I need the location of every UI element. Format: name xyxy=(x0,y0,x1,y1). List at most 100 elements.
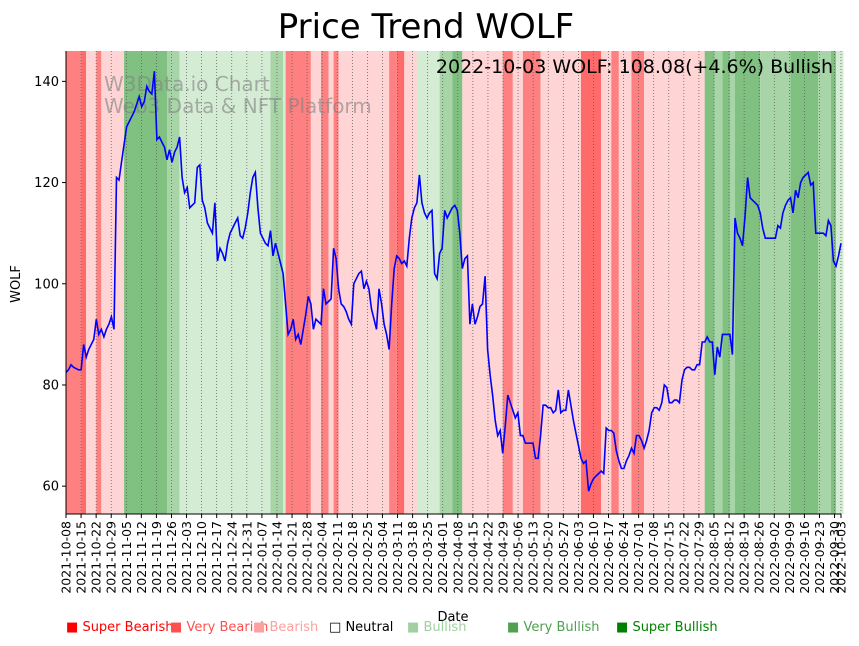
legend-bearish: ■ Bearish xyxy=(253,620,319,635)
x-tick-label: 2022-08-26 xyxy=(752,521,767,594)
x-tick-label: 2022-01-14 xyxy=(269,521,284,594)
x-tick-label: 2021-10-15 xyxy=(74,521,89,594)
legend-very-bearish: ■ Very Bearish xyxy=(170,620,269,635)
y-tick-label: 80 xyxy=(42,378,59,393)
legend-super-bearish: ■ Super Bearish xyxy=(66,620,174,635)
x-tick-label: 2022-08-05 xyxy=(706,521,721,594)
regime-band xyxy=(631,51,645,514)
axes xyxy=(65,51,841,515)
x-tick-label: 2022-09-09 xyxy=(782,521,797,594)
x-tick-label: 2022-09-30 xyxy=(827,521,842,594)
regime-bands xyxy=(66,51,844,514)
x-tick-label: 2021-11-12 xyxy=(134,521,149,594)
x-tick-label: 2022-03-25 xyxy=(420,521,435,594)
regime-band xyxy=(404,51,417,514)
regime-band xyxy=(722,51,730,514)
x-tick-label: 2022-06-17 xyxy=(601,521,616,594)
watermark-line-2: Web3 Data & NFT Platform xyxy=(104,94,372,118)
regime-band xyxy=(704,51,715,514)
x-tick-label: 2022-08-19 xyxy=(737,521,752,594)
x-tick-label: 2022-04-08 xyxy=(450,521,465,594)
regime-band xyxy=(502,51,513,514)
regime-band xyxy=(320,51,329,514)
regime-band xyxy=(522,51,541,514)
x-tick-label: 2022-05-13 xyxy=(526,521,541,594)
x-tick-label: 2021-12-10 xyxy=(194,521,209,594)
regime-band xyxy=(285,51,311,514)
legend: ■ Super Bearish ■ Very Bearish ■ Bearish… xyxy=(66,620,846,640)
x-tick-label: 2021-10-22 xyxy=(89,521,104,594)
regime-band xyxy=(580,51,602,514)
x-tick-label: 2022-09-02 xyxy=(767,521,782,594)
regime-band xyxy=(96,51,102,514)
x-tick-label: 2022-03-18 xyxy=(405,521,420,594)
x-tick-label: 2022-04-22 xyxy=(480,521,495,594)
x-axis-label: Date xyxy=(437,610,468,625)
x-tick-label: 2021-12-03 xyxy=(179,521,194,594)
x-tick-label: 2021-10-08 xyxy=(59,521,74,594)
x-tick-label: 2022-04-29 xyxy=(496,521,511,594)
y-axis-label: WOLF xyxy=(9,265,24,303)
x-tick-label: 2022-01-07 xyxy=(254,521,269,594)
x-tick-label: 2022-10-03 xyxy=(834,521,849,594)
regime-band xyxy=(611,51,619,514)
x-tick-label: 2022-02-18 xyxy=(345,521,360,594)
x-tick-label: 2022-08-12 xyxy=(722,521,737,594)
regime-band xyxy=(540,51,581,514)
x-tick-label: 2021-11-05 xyxy=(119,521,134,594)
regime-band xyxy=(179,51,271,514)
x-tick-label: 2022-02-11 xyxy=(330,521,345,594)
watermark-line-1: W3Data.io Chart xyxy=(104,72,270,96)
y-tick-label: 140 xyxy=(34,75,59,90)
legend-super-bullish: ■ Super Bullish xyxy=(616,620,718,635)
x-tick-label: 2022-06-10 xyxy=(586,521,601,594)
x-axis-ticks: 2021-10-08 2021-10-15 2021-10-22 2021-10-29… xyxy=(59,514,849,594)
regime-band xyxy=(416,51,440,514)
y-tick-label: 100 xyxy=(34,277,59,292)
regime-band xyxy=(729,51,735,514)
regime-band xyxy=(439,51,453,514)
y-tick-label: 120 xyxy=(34,176,59,191)
x-tick-label: 2021-12-17 xyxy=(209,521,224,594)
x-tick-label: 2022-01-21 xyxy=(285,521,300,594)
regime-band xyxy=(86,51,97,514)
x-tick-label: 2022-05-20 xyxy=(541,521,556,594)
x-tick-label: 2021-12-31 xyxy=(239,521,254,594)
x-tick-label: 2021-12-24 xyxy=(224,521,239,594)
regime-band xyxy=(601,51,612,514)
regime-band xyxy=(166,51,180,514)
regime-band xyxy=(328,51,334,514)
x-tick-label: 2022-05-06 xyxy=(511,521,526,594)
y-tick-label: 60 xyxy=(42,480,59,495)
x-tick-label: 2022-04-15 xyxy=(465,521,480,594)
regime-band xyxy=(734,51,761,514)
legend-bullish: ■ Bullish xyxy=(407,620,467,635)
price-line xyxy=(65,71,842,492)
regime-band xyxy=(818,51,831,514)
x-tick-label: 2022-05-27 xyxy=(556,521,571,594)
x-tick-label: 2022-03-11 xyxy=(390,521,405,594)
regime-band xyxy=(714,51,723,514)
regime-band xyxy=(338,51,390,514)
latest-annotation: 2022-10-03 WOLF: 108.08(+4.6%) Bullish xyxy=(436,56,833,78)
legend-very-bullish: ■ Very Bullish xyxy=(507,620,600,635)
chart-title: Price Trend WOLF xyxy=(278,7,575,47)
x-tick-label: 2021-11-26 xyxy=(164,521,179,594)
regime-band xyxy=(333,51,339,514)
regime-band xyxy=(396,51,405,514)
x-tick-label: 2022-07-01 xyxy=(631,521,646,594)
x-tick-label: 2022-07-29 xyxy=(691,521,706,594)
x-tick-label: 2022-03-04 xyxy=(375,521,390,594)
regime-band xyxy=(101,51,125,514)
x-tick-label: 2022-06-24 xyxy=(616,521,631,594)
y-axis-ticks: 60 80 100 120 140 xyxy=(34,75,66,495)
regime-band xyxy=(644,51,705,514)
x-tick-label: 2022-02-25 xyxy=(360,521,375,594)
regime-band xyxy=(310,51,321,514)
regime-band xyxy=(81,51,87,514)
x-tick-label: 2022-04-01 xyxy=(435,521,450,594)
regime-band xyxy=(452,51,463,514)
x-tick-label: 2021-11-19 xyxy=(149,521,164,594)
x-tick-label: 2022-07-15 xyxy=(661,521,676,594)
